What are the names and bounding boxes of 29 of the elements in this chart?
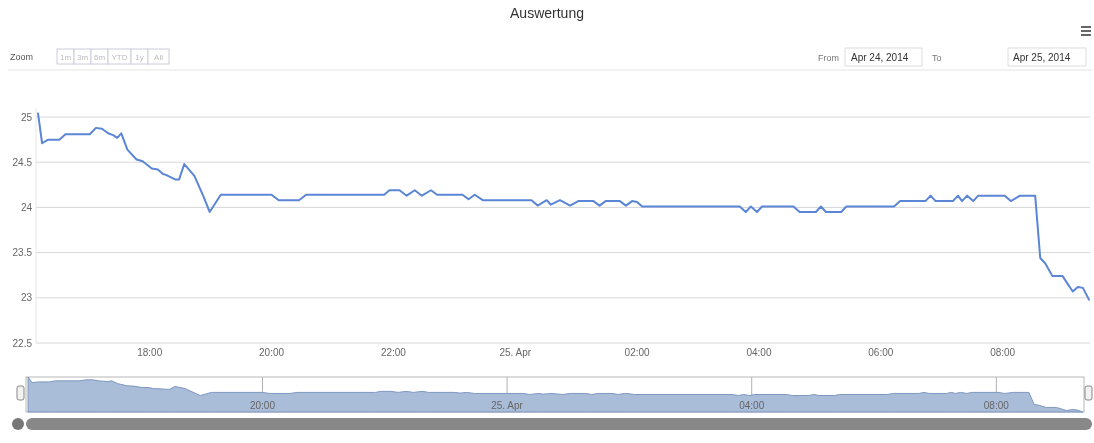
x-tick-label: 06:00 xyxy=(868,347,894,358)
line-series xyxy=(37,112,1090,301)
x-tick-label: 08:00 xyxy=(983,400,1010,411)
text: 1m xyxy=(59,53,72,62)
text: Apr 24, 2014 xyxy=(851,52,909,63)
y-tick-label: 24.5 xyxy=(12,156,33,168)
y-tick-label: 24 xyxy=(20,201,33,213)
x-tick-label: 25. Apr xyxy=(499,347,532,358)
text: From xyxy=(818,53,839,63)
x-tick-label: 22:00 xyxy=(380,347,407,358)
text: To xyxy=(932,53,942,63)
x-tick-label: 20:00 xyxy=(249,400,276,411)
text: Zoom xyxy=(10,52,34,62)
chart-title: Auswertung xyxy=(510,5,584,21)
text: All xyxy=(154,53,164,62)
x-tick-label: 04:00 xyxy=(739,400,765,411)
x-tick-label: 25. Apr xyxy=(491,400,524,411)
y-tick-label: 22.5 xyxy=(12,337,33,349)
text: 6m xyxy=(93,53,106,62)
y-tick-label: 25 xyxy=(20,111,33,123)
y-tick-label: 23.5 xyxy=(12,247,33,259)
text: 1y xyxy=(135,53,144,62)
x-tick-label: 18:00 xyxy=(137,347,163,358)
y-tick-label: 23 xyxy=(20,292,33,304)
x-tick-label: 08:00 xyxy=(990,347,1016,358)
x-tick-label: 04:00 xyxy=(746,347,772,358)
text: Apr 25, 2014 xyxy=(1013,52,1071,63)
x-tick-label: 02:00 xyxy=(624,347,651,358)
x-tick-label: 20:00 xyxy=(259,347,285,358)
